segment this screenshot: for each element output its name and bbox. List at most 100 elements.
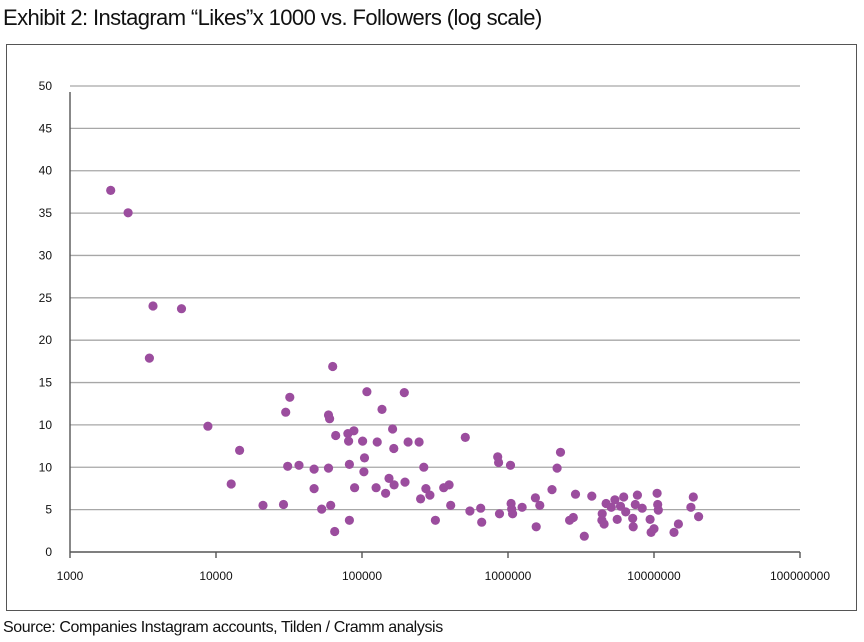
scatter-point: [632, 490, 643, 500]
scatter-point: [384, 473, 394, 483]
gridlines: [70, 85, 800, 511]
axes: [69, 92, 801, 558]
scatter-point: [281, 407, 291, 417]
scatter-point: [619, 492, 629, 502]
scatter-point: [688, 492, 698, 502]
scatter-point: [460, 432, 470, 442]
scatter-point: [317, 504, 327, 514]
x-tick-label: 1000000: [485, 569, 532, 583]
scatter-point: [649, 524, 659, 534]
scatter-point: [579, 531, 589, 541]
scatter-point: [531, 522, 541, 532]
scatter-point: [403, 437, 413, 447]
y-tick-label: 30: [39, 248, 53, 262]
chart-title: Exhibit 2: Instagram “Likes”x 1000 vs. F…: [3, 5, 542, 30]
scatter-point: [144, 353, 154, 363]
y-tick-label: 50: [39, 79, 53, 93]
y-tick-label: 40: [39, 164, 53, 178]
x-tick-label: 10000: [199, 569, 233, 583]
scatter-point: [349, 426, 359, 436]
chart-frame: [6, 44, 857, 611]
scatter-point: [477, 517, 487, 527]
scatter-point: [686, 502, 696, 512]
y-tick-label: 35: [39, 206, 53, 220]
data-points: [106, 185, 704, 541]
scatter-point: [465, 506, 475, 516]
y-tick-label: 5: [45, 503, 52, 517]
scatter-point: [570, 489, 581, 499]
scatter-point: [283, 461, 293, 471]
scatter-point: [389, 480, 399, 490]
scatter-point: [597, 509, 607, 519]
scatter-point: [505, 460, 516, 470]
scatter-point: [176, 304, 187, 314]
scatter-point: [555, 447, 566, 457]
scatter-point: [517, 502, 527, 512]
scatter-point: [535, 500, 545, 510]
scatter-point: [547, 485, 557, 495]
y-tick-label: 45: [39, 121, 53, 135]
scatter-point: [612, 514, 622, 525]
scatter-point: [507, 509, 518, 519]
scatter-point: [106, 185, 116, 195]
scatter-point: [606, 502, 616, 512]
scatter-point: [425, 490, 435, 500]
x-tick-labels: 1000 10000 100000 1000000 10000000 100000000: [57, 569, 831, 583]
x-tick-label: 10000000: [627, 569, 681, 583]
scatter-point: [362, 387, 372, 397]
y-tick-label: 20: [39, 333, 53, 347]
scatter-point: [258, 500, 268, 510]
y-tick-label: 10: [39, 418, 53, 432]
scatter-point: [344, 515, 354, 525]
scatter-point: [416, 494, 426, 504]
scatter-point: [377, 404, 387, 414]
scatter-point: [494, 509, 505, 519]
scatter-point: [309, 464, 319, 474]
scatter-point: [400, 477, 410, 487]
scatter-point: [637, 503, 647, 513]
scatter-point: [628, 522, 638, 532]
scatter-point: [330, 526, 340, 537]
scatter-point: [476, 503, 486, 513]
source-note: Source: Companies Instagram accounts, Ti…: [3, 619, 443, 636]
y-tick-labels: 0 5 10 10 15 20 25 30 35 40 45 50: [39, 79, 53, 559]
scatter-point: [371, 483, 381, 493]
scatter-point: [430, 515, 440, 525]
scatter-point: [331, 430, 341, 441]
scatter-point: [326, 500, 336, 510]
scatter-point: [203, 421, 213, 431]
scatter-point: [328, 361, 338, 372]
scatter-point: [235, 445, 245, 455]
scatter-point: [414, 437, 424, 447]
scatter-point: [673, 519, 684, 529]
scatter-point: [294, 460, 304, 470]
scatter-point: [358, 436, 368, 446]
scatter-point: [444, 480, 454, 490]
scatter-point: [587, 491, 597, 501]
y-tick-label: 0: [45, 545, 52, 559]
scatter-point: [372, 437, 382, 447]
scatter-point: [323, 463, 334, 473]
scatter-point: [389, 443, 399, 454]
scatter-point: [359, 453, 370, 463]
scatter-point: [388, 424, 398, 434]
x-tick-label: 100000: [342, 569, 382, 583]
scatter-point: [653, 505, 663, 515]
scatter-point: [350, 483, 360, 493]
scatter-point: [399, 388, 409, 398]
scatter-point: [325, 414, 335, 424]
scatter-point: [285, 392, 295, 402]
x-tick-label: 1000: [57, 569, 84, 583]
y-tick-label: 10: [39, 460, 53, 474]
scatter-point: [226, 479, 236, 489]
scatter-point: [552, 463, 562, 473]
scatter-point: [446, 500, 456, 510]
scatter-point: [381, 488, 391, 498]
scatter-point: [359, 467, 369, 477]
scatter-point: [610, 495, 620, 505]
scatter-point: [148, 301, 158, 311]
scatter-point: [669, 527, 679, 538]
scatter-point: [621, 507, 631, 517]
scatter-point: [123, 208, 133, 218]
